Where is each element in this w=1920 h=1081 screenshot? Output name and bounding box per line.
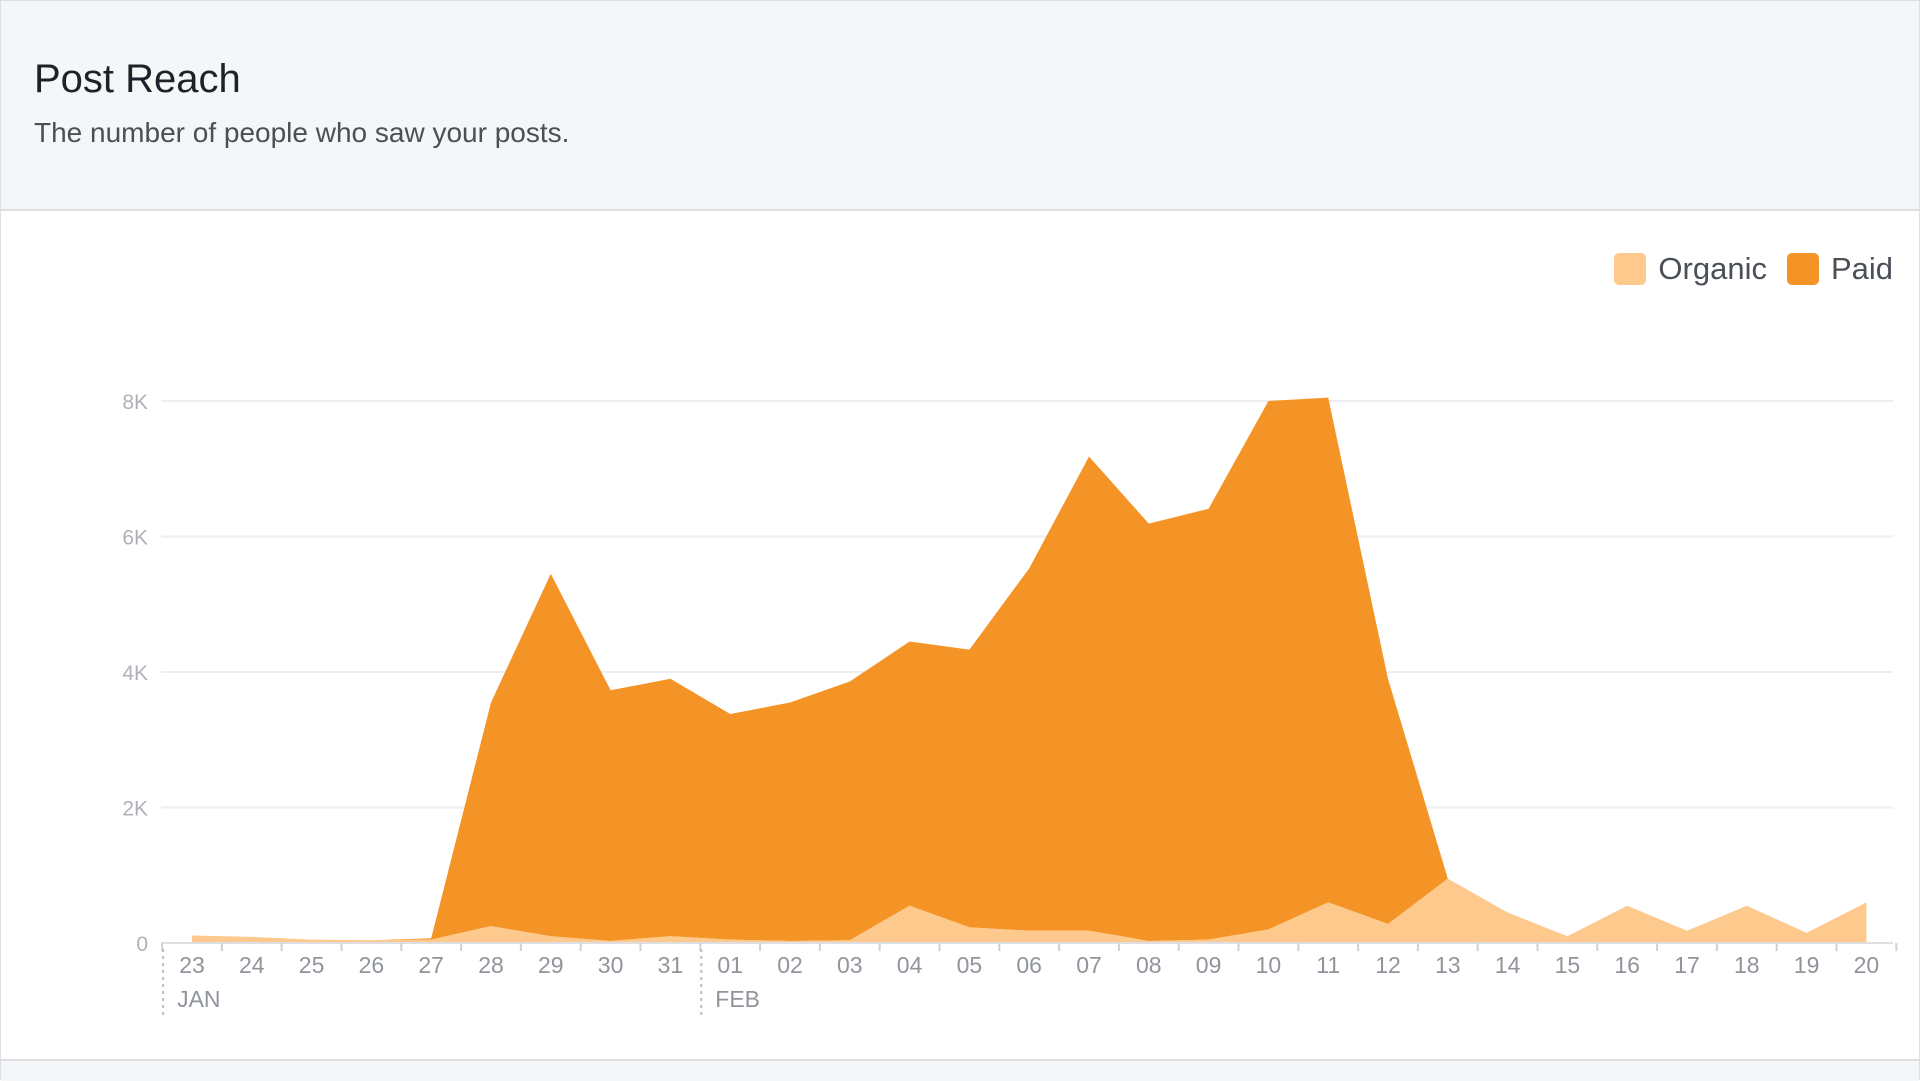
y-tick-label: 0	[136, 933, 148, 956]
legend-item-paid[interactable]: Paid	[1786, 251, 1893, 287]
series-area-organic	[192, 878, 1867, 943]
chart-legend: Organic Paid	[1594, 251, 1893, 287]
x-tick-label: 09	[1196, 952, 1222, 978]
x-tick-label: 30	[598, 952, 624, 978]
x-tick-label: 03	[837, 952, 863, 978]
y-tick-label: 6K	[122, 527, 148, 550]
x-tick-label: 06	[1016, 952, 1042, 978]
x-tick-label: 24	[239, 952, 265, 978]
x-tick-label: 16	[1614, 952, 1640, 978]
x-tick-label: 18	[1734, 952, 1760, 978]
x-tick-label: 26	[359, 952, 385, 978]
x-tick-label: 31	[658, 952, 684, 978]
y-tick-label: 8K	[122, 391, 148, 414]
x-tick-label: 04	[897, 952, 923, 978]
y-tick-label: 2K	[122, 798, 148, 821]
post-reach-chart: 0 2K 4K 6K 8K 23 24 25 26 27 28 29 30 31 01 02 03 04 05 06 0…	[122, 391, 1898, 1015]
x-tick-label: 29	[538, 952, 564, 978]
series-area-paid	[192, 397, 1867, 941]
x-tick-label: 15	[1555, 952, 1581, 978]
card-footer	[1, 1059, 1919, 1081]
x-tick-label: 25	[299, 952, 325, 978]
x-tick-label: 27	[418, 952, 444, 978]
legend-swatch-organic	[1614, 253, 1647, 285]
x-tick-label: 10	[1256, 952, 1282, 978]
legend-swatch-paid	[1786, 253, 1819, 285]
chart-subtitle: The number of people who saw your posts.	[34, 117, 570, 148]
x-tick-label: 19	[1794, 952, 1820, 978]
x-tick-label: 23	[179, 952, 205, 978]
month-label: FEB	[715, 986, 760, 1012]
month-label: JAN	[177, 986, 220, 1012]
card-header: Post Reach The number of people who saw …	[1, 1, 1919, 211]
x-tick-label: 11	[1316, 952, 1340, 978]
x-tick-label: 13	[1435, 952, 1461, 978]
x-tick-label: 17	[1674, 952, 1700, 978]
x-tick-label: 05	[957, 952, 983, 978]
x-tick-label: 01	[717, 952, 743, 978]
x-tick-label: 28	[478, 952, 504, 978]
x-tick-label: 02	[777, 952, 803, 978]
x-tick-label: 20	[1854, 952, 1880, 978]
legend-label-paid: Paid	[1830, 251, 1893, 286]
y-tick-label: 4K	[122, 662, 148, 685]
x-tick-label: 08	[1136, 952, 1162, 978]
chart-title: Post Reach	[34, 57, 241, 101]
x-tick-label: 14	[1495, 952, 1521, 978]
legend-item-organic[interactable]: Organic	[1614, 251, 1767, 287]
legend-label-organic: Organic	[1658, 251, 1767, 286]
x-tick-label: 07	[1076, 952, 1102, 978]
x-tick-label: 12	[1375, 952, 1401, 978]
